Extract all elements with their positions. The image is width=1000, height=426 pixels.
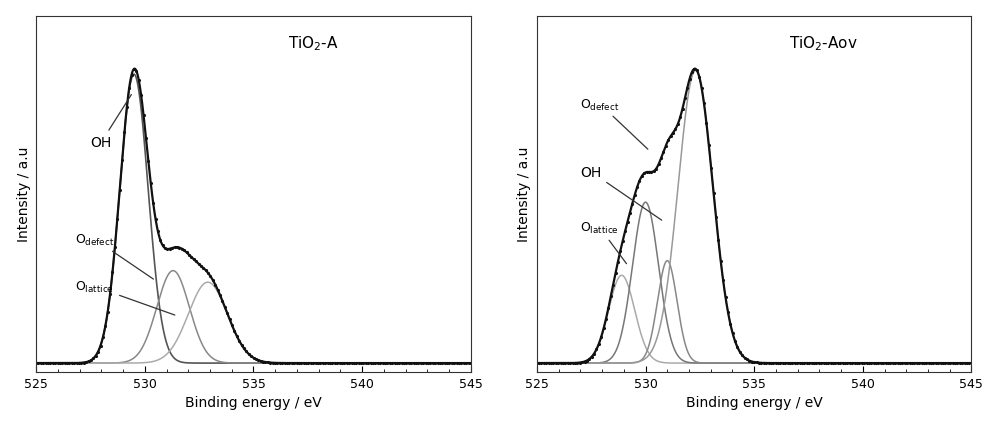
X-axis label: Binding energy / eV: Binding energy / eV — [185, 395, 322, 409]
Text: TiO$_2$-A: TiO$_2$-A — [288, 35, 339, 53]
Text: O$_{\mathrm{lattice}}$: O$_{\mathrm{lattice}}$ — [580, 221, 627, 264]
Text: O$_{\mathrm{lattice}}$: O$_{\mathrm{lattice}}$ — [75, 279, 175, 315]
Y-axis label: Intensity / a.u: Intensity / a.u — [17, 147, 31, 242]
Text: TiO$_2$-Aov: TiO$_2$-Aov — [789, 35, 858, 53]
Text: OH: OH — [91, 95, 131, 150]
Text: O$_{\mathrm{defect}}$: O$_{\mathrm{defect}}$ — [75, 232, 153, 279]
Text: O$_{\mathrm{defect}}$: O$_{\mathrm{defect}}$ — [580, 97, 648, 150]
X-axis label: Binding energy / eV: Binding energy / eV — [686, 395, 823, 409]
Text: OH: OH — [580, 165, 662, 221]
Y-axis label: Intensity / a.u: Intensity / a.u — [517, 147, 531, 242]
